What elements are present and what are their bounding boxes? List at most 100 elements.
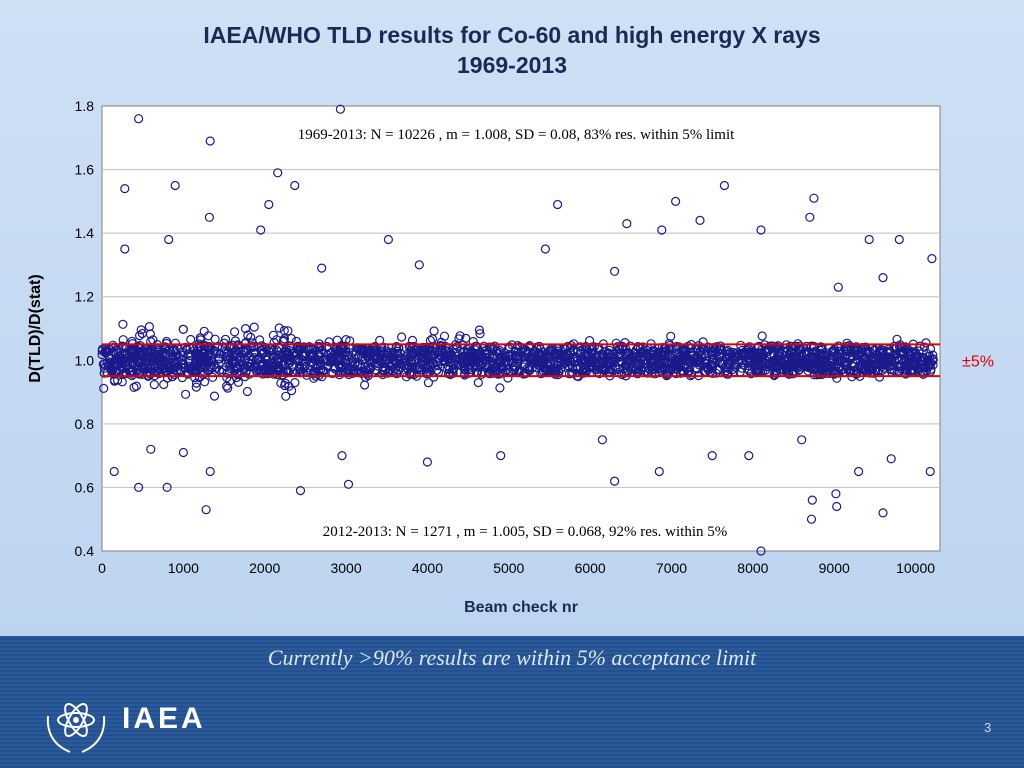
iaea-logo-text: IAEA (122, 702, 206, 735)
data-point (231, 364, 241, 374)
data-point (422, 457, 432, 467)
data-point (855, 361, 865, 371)
data-point (724, 349, 734, 360)
data-point (291, 336, 301, 346)
data-point (654, 466, 664, 477)
data-point (120, 244, 130, 254)
data-point (428, 350, 438, 360)
data-point (155, 360, 166, 370)
data-point (249, 353, 259, 363)
data-point (728, 360, 739, 370)
data-point (786, 357, 796, 367)
data-point (434, 348, 444, 358)
data-point (184, 361, 194, 371)
data-point (191, 378, 202, 388)
data-point (886, 454, 896, 464)
data-point (460, 365, 470, 375)
data-point (495, 369, 505, 379)
data-point (695, 215, 705, 225)
data-point (756, 546, 766, 556)
data-point (817, 345, 827, 355)
data-point (590, 358, 601, 368)
data-point (655, 352, 665, 362)
data-point (768, 356, 779, 366)
data-point (670, 196, 681, 206)
data-point (853, 349, 863, 359)
data-point (648, 346, 659, 356)
data-point (425, 360, 435, 370)
data-point (928, 360, 938, 370)
data-point (378, 365, 388, 376)
y-tick-label: 1.2 (75, 289, 95, 305)
data-point (353, 359, 363, 369)
data-point (204, 212, 214, 222)
data-point (249, 361, 259, 371)
data-point (481, 359, 491, 369)
data-point (840, 361, 851, 372)
data-point (460, 370, 470, 380)
data-point (228, 359, 238, 369)
data-point (180, 342, 190, 352)
x-tick-label: 2000 (249, 560, 280, 576)
data-point (510, 351, 520, 361)
data-point (233, 346, 244, 356)
data-point (191, 348, 201, 358)
data-point (838, 364, 848, 374)
data-point (280, 378, 290, 388)
data-point (126, 354, 136, 364)
data-point (492, 347, 502, 357)
data-point (195, 333, 205, 343)
data-point (663, 348, 673, 359)
data-point (702, 355, 712, 365)
data-point (164, 234, 174, 245)
data-point (832, 501, 842, 512)
data-point (464, 357, 474, 367)
data-point (484, 342, 495, 352)
data-point (105, 353, 115, 363)
y-axis-label: D(TLD)/D(stat) (27, 274, 44, 382)
data-point (924, 351, 935, 361)
data-point (136, 325, 146, 335)
data-point (276, 378, 286, 388)
data-point (814, 369, 824, 379)
data-point (319, 366, 329, 376)
data-point (707, 361, 718, 371)
data-point (149, 380, 159, 390)
data-point (290, 180, 300, 191)
data-point (519, 359, 529, 369)
data-point (864, 234, 874, 245)
data-point (109, 466, 119, 477)
data-point (340, 341, 350, 351)
data-point (489, 351, 500, 362)
x-tick-label: 8000 (737, 560, 768, 576)
data-point (659, 358, 670, 368)
data-point (134, 114, 144, 124)
data-point (523, 352, 534, 362)
data-point (575, 362, 586, 372)
data-point (562, 348, 572, 358)
data-point (108, 342, 119, 352)
x-tick-label: 7000 (656, 560, 687, 576)
data-point (503, 373, 513, 383)
data-point (233, 377, 243, 387)
data-point (425, 342, 435, 352)
data-point (308, 344, 318, 354)
x-tick-label: 3000 (330, 560, 361, 576)
data-point (104, 361, 114, 371)
data-point (231, 373, 241, 383)
data-point (520, 360, 530, 370)
data-point (324, 337, 334, 347)
data-point (230, 327, 240, 337)
data-point (480, 349, 490, 359)
data-point (598, 363, 608, 373)
data-point (407, 369, 417, 379)
data-point (608, 365, 618, 375)
data-point (330, 354, 340, 364)
data-point (790, 341, 801, 351)
data-point (340, 355, 351, 365)
scatter-chart: 0.4 0.6 0.8 1.0 1.2 1.4 1.6 1.8 0 1000 2000 3000 400… (27, 98, 994, 616)
data-point (833, 282, 843, 292)
data-point (481, 349, 491, 360)
data-point (99, 383, 109, 393)
data-point (805, 212, 815, 222)
